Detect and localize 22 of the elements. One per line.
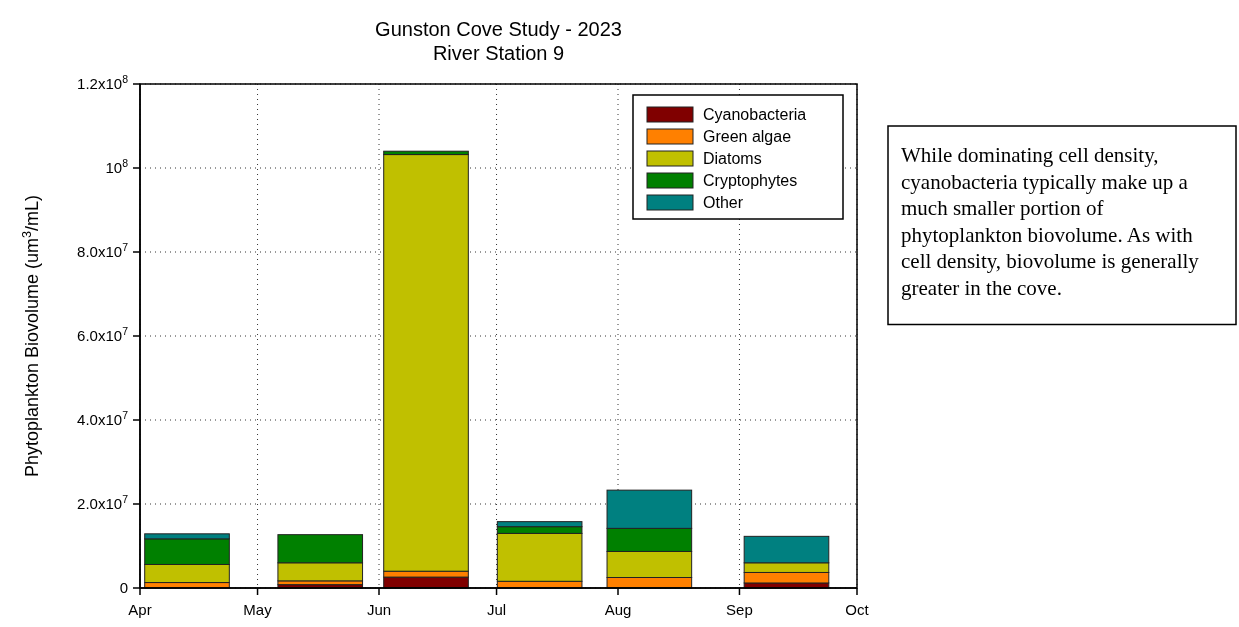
legend-label: Cyanobacteria [703, 106, 807, 123]
x-tick-label: Apr [128, 601, 152, 618]
x-tick-label: Jun [366, 601, 392, 618]
legend-label: Diatoms [703, 150, 762, 167]
x-tick-label: Sep [726, 601, 753, 618]
y-tick-label: 6.0x10$^{7}$ [77, 325, 129, 344]
y-tick-label: 8.0x10$^{7}$ [77, 241, 129, 260]
x-tick-label: May [243, 601, 273, 618]
x-tick-label: Aug [604, 601, 632, 618]
x-tick-label: Jul [486, 601, 507, 618]
y-tick-label: 4.0x10$^{7}$ [77, 409, 129, 428]
chart-title: Gunston Cove Study - 2023 [375, 18, 622, 40]
text: While dominating cell density, cyanobacteria typically make up a much smaller portion of phytoplankton biovolume. As with cell density, biovolume is generally greater in the cove. [901, 143, 1200, 300]
y-tick-label: 2.0x10$^{7}$ [77, 493, 129, 512]
legend-label: Other [703, 194, 744, 211]
y-tick-label: 0 [119, 579, 128, 596]
chart-subtitle: River Station 9 [432, 42, 565, 64]
legend-label: Green algae [703, 128, 792, 145]
y-tick-label: 1.2x10$^{8}$ [77, 73, 129, 92]
y-tick-label: 10$^{8}$ [105, 157, 129, 176]
x-tick-label: Oct [845, 601, 870, 618]
legend-label: Cryptophytes [703, 172, 798, 189]
